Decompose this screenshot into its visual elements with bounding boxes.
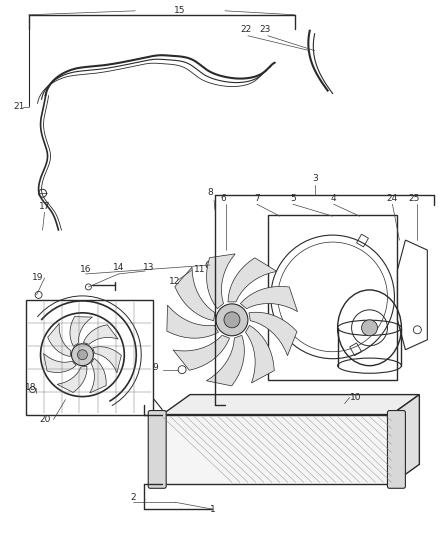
Text: 19: 19 xyxy=(32,273,43,282)
FancyBboxPatch shape xyxy=(148,410,166,488)
Bar xyxy=(350,343,361,356)
Text: 22: 22 xyxy=(240,25,251,34)
Text: 15: 15 xyxy=(174,6,186,15)
Bar xyxy=(357,234,368,247)
Polygon shape xyxy=(173,335,230,370)
Polygon shape xyxy=(57,366,87,392)
Text: 16: 16 xyxy=(80,265,91,274)
Text: 17: 17 xyxy=(39,201,50,211)
Circle shape xyxy=(71,344,93,366)
Text: 21: 21 xyxy=(13,102,25,111)
Polygon shape xyxy=(162,415,392,484)
Polygon shape xyxy=(228,258,277,302)
Text: 23: 23 xyxy=(259,25,271,34)
Text: 24: 24 xyxy=(387,193,398,203)
Polygon shape xyxy=(249,312,297,356)
Text: 5: 5 xyxy=(290,193,296,203)
Text: 12: 12 xyxy=(170,278,181,286)
Polygon shape xyxy=(70,317,92,346)
Polygon shape xyxy=(90,358,106,393)
Text: 7: 7 xyxy=(254,193,260,203)
Circle shape xyxy=(216,304,248,336)
Polygon shape xyxy=(167,305,219,338)
Text: 20: 20 xyxy=(39,415,50,424)
Polygon shape xyxy=(175,267,215,321)
Text: 2: 2 xyxy=(131,493,136,502)
Polygon shape xyxy=(48,324,71,357)
Text: 13: 13 xyxy=(142,263,154,272)
Text: 10: 10 xyxy=(350,393,361,402)
Polygon shape xyxy=(207,254,235,309)
Polygon shape xyxy=(83,325,118,344)
Polygon shape xyxy=(246,325,274,383)
Text: 4: 4 xyxy=(331,193,336,203)
Text: 3: 3 xyxy=(312,174,318,183)
Text: 6: 6 xyxy=(220,193,226,203)
Text: 11: 11 xyxy=(194,265,206,274)
Circle shape xyxy=(224,312,240,328)
Polygon shape xyxy=(240,286,297,312)
FancyBboxPatch shape xyxy=(388,410,406,488)
Text: 25: 25 xyxy=(409,193,420,203)
Text: 1: 1 xyxy=(210,505,216,514)
Circle shape xyxy=(78,350,88,360)
Polygon shape xyxy=(206,335,244,386)
Polygon shape xyxy=(392,394,419,484)
Circle shape xyxy=(361,320,378,336)
Text: 18: 18 xyxy=(25,383,36,392)
Polygon shape xyxy=(93,346,121,373)
Text: 9: 9 xyxy=(152,363,158,372)
Polygon shape xyxy=(162,394,419,415)
Bar xyxy=(25,300,153,415)
Polygon shape xyxy=(43,353,76,373)
Text: 8: 8 xyxy=(207,188,213,197)
Text: 14: 14 xyxy=(113,263,124,272)
